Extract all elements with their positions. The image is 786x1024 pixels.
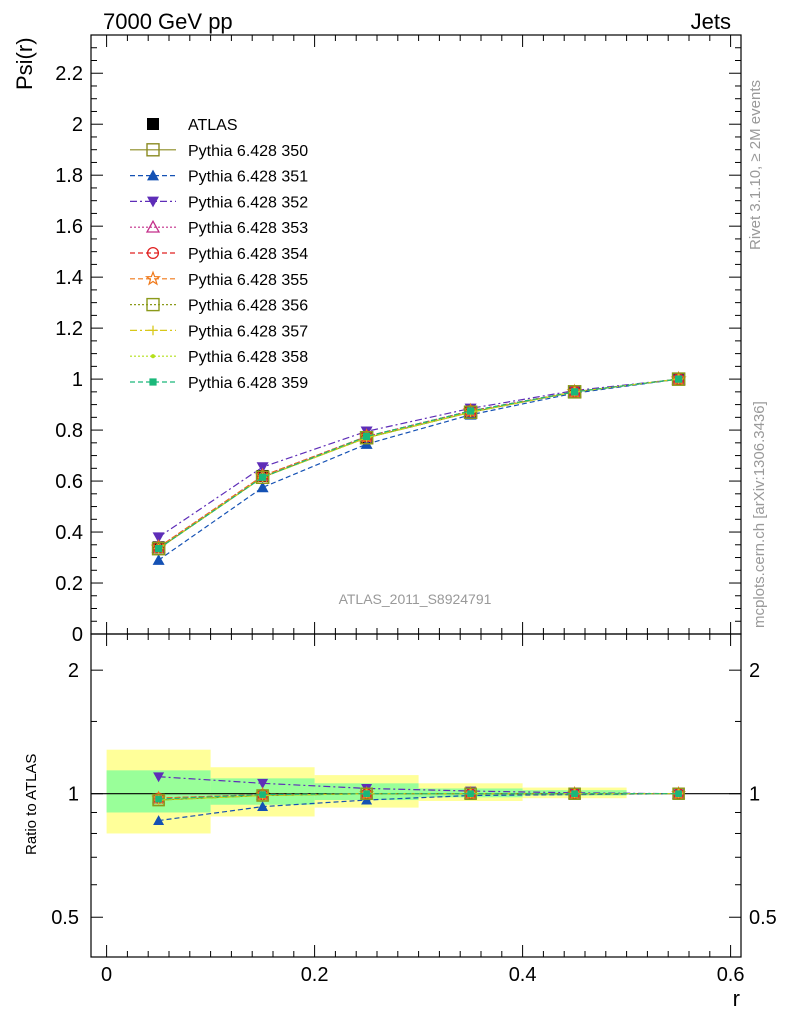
ratio-point-9 (363, 790, 370, 797)
series-point-10 (363, 432, 371, 441)
x-tick-label: 0.6 (717, 964, 745, 986)
ratio-y-tick-label: 0.5 (51, 907, 79, 929)
legend-label-5: Pythia 6.428 354 (188, 246, 308, 263)
legend-label-7: Pythia 6.428 356 (188, 298, 308, 315)
ratio-axis-ticks: 0.5 0.5 1 1 2 2 0 0.2 0.4 0.6 (51, 634, 777, 986)
y-tick-label: 0.6 (55, 471, 83, 493)
legend: ATLAS Pythia 6.428 350 Pythia 6.428 351 Pyt… (130, 117, 308, 392)
process-label: 7000 GeV pp (103, 9, 233, 34)
series-point-7 (671, 372, 686, 386)
x-tick-label: 0.2 (301, 964, 329, 986)
ratio-y-tick-label: 2 (68, 660, 79, 682)
ratio-panel: 0.5 0.5 1 1 2 2 0 0.2 0.4 0.6 Ratio to ATLAS r (23, 633, 777, 1011)
legend-marker-2 (147, 169, 159, 181)
ratio-line-9 (158, 793, 679, 800)
series-point-10 (259, 473, 267, 481)
main-panel: 0 0.2 0.4 0.6 0.8 1 1.2 1.4 1.6 1.8 2 2.2 Psi(r) AT… (12, 34, 742, 646)
ratio-point-9 (675, 790, 682, 797)
ratio-point-2 (257, 778, 269, 789)
series-point-10 (571, 388, 579, 396)
ratio-y-tick-label: 1 (68, 784, 79, 806)
legend-marker-1 (146, 143, 160, 157)
analysis-watermark: ATLAS_2011_S8924791 (339, 591, 492, 607)
y-tick-label: 0 (72, 624, 83, 646)
legend-label-8: Pythia 6.428 357 (188, 323, 308, 340)
x-axis-label: r (733, 986, 740, 1011)
ratio-point-9 (571, 790, 578, 797)
y-tick-label: 0.4 (55, 522, 83, 544)
series-point-7 (567, 385, 582, 399)
series-point-10 (155, 545, 163, 553)
ratio-plot-frame (90, 633, 742, 958)
ratio-line-2 (158, 776, 679, 795)
series-line-4 (158, 378, 679, 548)
series-line-3 (158, 378, 679, 538)
series-line-8 (158, 378, 679, 550)
legend-marker-10 (149, 378, 157, 386)
x-tick-label: 0.4 (509, 964, 537, 986)
series-point-10 (467, 407, 475, 415)
ratio-y-tick-label-right: 2 (749, 660, 760, 682)
ratio-series-group (151, 772, 687, 825)
y-tick-label: 2 (72, 114, 83, 136)
legend-label-10: Pythia 6.428 359 (188, 375, 308, 392)
ratio-y-tick-label-right: 0.5 (749, 907, 777, 929)
y-tick-label: 1.2 (55, 318, 83, 340)
series-point-7 (359, 431, 374, 445)
x-tick-label: 0 (101, 964, 112, 986)
y-tick-label: 1.8 (55, 165, 83, 187)
legend-label-1: Pythia 6.428 350 (188, 143, 308, 160)
series-line-7 (158, 378, 679, 550)
series-line-10 (158, 378, 679, 550)
mcplots-reference-label: mcplots.cern.ch [arXiv:1306.3436] (751, 401, 768, 628)
series-point-2 (152, 554, 165, 565)
main-series-group (150, 370, 687, 565)
main-axis-ticks: 0 0.2 0.4 0.6 0.8 1 1.2 1.4 1.6 1.8 2 2.2 (55, 34, 741, 646)
legend-marker-5 (146, 246, 160, 260)
ratio-point-1 (257, 801, 269, 812)
series-line-5 (158, 378, 679, 548)
series-line-6 (158, 378, 679, 548)
legend-marker-0 (147, 118, 159, 130)
legend-marker-7 (146, 297, 160, 312)
legend-label-2: Pythia 6.428 351 (188, 169, 308, 186)
series-point-10 (675, 375, 683, 383)
y-tick-label: 1 (72, 369, 83, 391)
ratio-uncertainty-bands (91, 749, 741, 834)
series-line-9 (158, 378, 679, 550)
series-point-3 (152, 532, 165, 544)
legend-label-4: Pythia 6.428 353 (188, 220, 308, 237)
y-tick-label: 1.6 (55, 216, 83, 238)
category-label: Jets (691, 9, 731, 34)
legend-marker-8 (148, 325, 158, 336)
ratio-y-tick-label-right: 1 (749, 784, 760, 806)
legend-label-3: Pythia 6.428 352 (188, 194, 308, 211)
series-point-2 (256, 481, 269, 493)
legend-marker-9 (150, 354, 156, 359)
legend-marker-3 (147, 196, 159, 208)
y-tick-label: 2.2 (55, 63, 83, 85)
rivet-version-label: Rivet 3.1.10, ≥ 2M events (747, 80, 764, 250)
legend-label-9: Pythia 6.428 358 (188, 349, 308, 366)
series-line-2 (158, 378, 679, 561)
ratio-point-9 (155, 795, 162, 803)
y-tick-label: 0.2 (55, 573, 83, 595)
legend-label-6: Pythia 6.428 355 (188, 272, 308, 289)
ratio-y-axis-label: Ratio to ATLAS (23, 754, 40, 855)
main-y-axis-label: Psi(r) (12, 37, 37, 90)
series-point-7 (255, 470, 270, 484)
series-line-1 (158, 378, 679, 550)
ratio-point-9 (467, 790, 474, 797)
y-tick-label: 1.4 (55, 267, 83, 289)
series-point-7 (151, 541, 166, 556)
y-tick-label: 0.8 (55, 420, 83, 442)
ratio-point-9 (259, 791, 266, 798)
legend-label-0: ATLAS (188, 117, 238, 134)
legend-marker-6 (145, 270, 161, 286)
ratio-point-1 (153, 815, 165, 825)
ratio-point-2 (153, 772, 165, 783)
legend-marker-4 (145, 219, 161, 233)
ratio-line-1 (158, 793, 679, 822)
